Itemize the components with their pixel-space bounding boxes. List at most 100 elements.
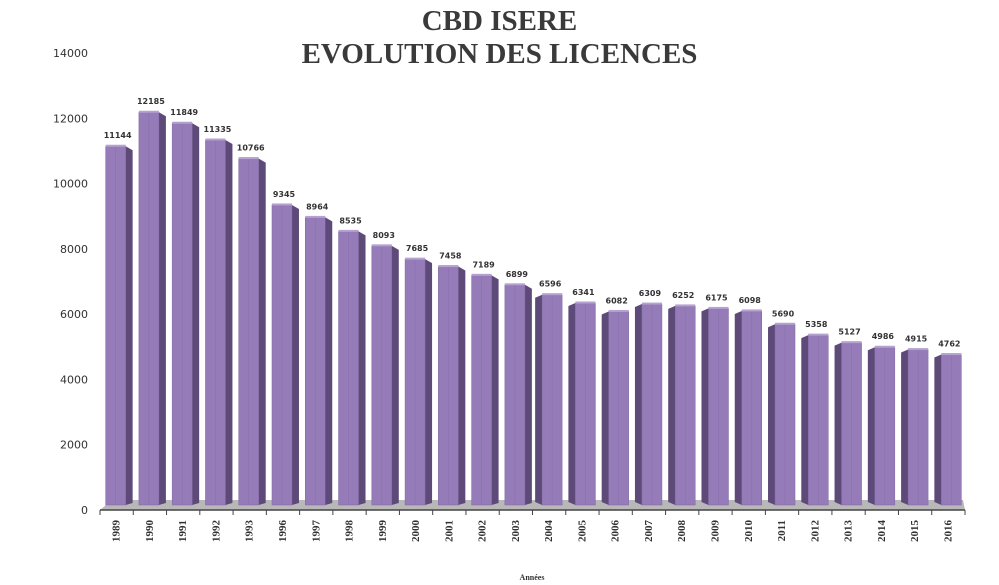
x-tick-label: 2004 [543, 520, 555, 543]
data-label: 6252 [672, 291, 694, 300]
bar-top [172, 121, 193, 124]
bar-top [575, 301, 596, 304]
bar-side [901, 349, 909, 505]
y-tick-label: 8000 [60, 243, 88, 256]
bar-top [641, 302, 662, 305]
data-label: 10766 [237, 144, 265, 153]
bar-top [941, 353, 962, 356]
bar-side [391, 245, 399, 505]
data-label: 11849 [170, 108, 198, 117]
bar-top [271, 203, 292, 206]
x-tick-label: 1997 [310, 520, 322, 543]
bar-top [438, 265, 459, 268]
bar-top [405, 257, 426, 260]
data-label: 6082 [606, 296, 628, 305]
data-label: 6596 [539, 280, 562, 289]
bar-side [258, 158, 266, 505]
bar-side [668, 305, 676, 505]
bar-top [371, 244, 392, 247]
x-tick-label: 1991 [177, 520, 189, 542]
data-label: 4915 [905, 335, 928, 344]
bar-side [158, 112, 166, 505]
bar-top [338, 229, 359, 232]
x-tick-label: 2007 [643, 520, 655, 543]
x-tick-label: 2005 [576, 520, 588, 543]
x-tick-label: 2014 [876, 520, 888, 543]
x-tick-label: 2013 [843, 520, 855, 543]
bar-top [138, 110, 159, 113]
x-tick-label: 1992 [210, 520, 222, 543]
x-tick-label: 1993 [244, 520, 256, 543]
x-tick-label: 2003 [510, 520, 522, 543]
data-label: 4762 [938, 340, 960, 349]
bar-top [708, 306, 729, 309]
bar-top [775, 322, 796, 325]
bar-side [634, 304, 642, 505]
bar-top [205, 138, 226, 141]
bar-side [768, 324, 776, 505]
data-label: 5127 [838, 328, 860, 337]
x-tick-label: 2015 [909, 520, 921, 543]
bar-top [675, 304, 696, 307]
x-tick-label: 2009 [709, 520, 721, 543]
data-label: 7458 [439, 252, 462, 261]
y-tick-label: 10000 [53, 178, 88, 191]
x-tick-label: 2006 [610, 520, 622, 543]
data-label: 6098 [739, 296, 762, 305]
bar-side [192, 123, 200, 505]
bar-side [734, 310, 742, 505]
data-label: 11335 [204, 125, 232, 134]
data-label: 12185 [137, 97, 165, 106]
x-tick-label: 2010 [743, 520, 755, 543]
y-tick-label: 12000 [53, 112, 88, 125]
bar-side [225, 139, 233, 505]
bar-side [425, 259, 433, 505]
bar-side [834, 342, 842, 505]
x-tick-label: 1998 [344, 520, 356, 543]
bar-side [934, 354, 942, 505]
bar-top [808, 333, 829, 336]
chart-title-line-2: EVOLUTION DES LICENCES [301, 38, 698, 70]
data-label: 6175 [705, 293, 728, 302]
data-label: 8535 [339, 216, 362, 225]
data-label: 6309 [639, 289, 662, 298]
bar-top [908, 348, 929, 351]
y-tick-label: 4000 [60, 373, 88, 386]
bar-side [358, 231, 366, 505]
x-tick-label: 2011 [776, 520, 788, 541]
data-label: 5690 [772, 309, 795, 318]
bar-side [125, 146, 133, 505]
x-tick-label: 1999 [377, 520, 389, 543]
data-label: 6341 [572, 288, 595, 297]
y-tick-label: 6000 [60, 308, 88, 321]
bar-side [458, 266, 466, 505]
bar-side [325, 217, 333, 505]
y-tick-label: 14000 [53, 47, 88, 60]
bar-side [524, 284, 532, 505]
x-tick-label: 2016 [942, 520, 954, 543]
data-label: 7189 [472, 260, 495, 269]
data-label: 11144 [104, 131, 132, 140]
bar-side [867, 347, 875, 505]
bar-top [504, 283, 525, 286]
bar-top [238, 157, 259, 160]
bar-top [305, 215, 326, 218]
data-label: 4986 [872, 332, 895, 341]
x-tick-label: 2012 [809, 520, 821, 543]
bar-side [291, 204, 299, 505]
x-axis-title: Années [520, 573, 545, 582]
data-label: 8093 [373, 231, 395, 240]
data-label: 9345 [273, 190, 296, 199]
data-label: 7685 [406, 244, 429, 253]
y-tick-label: 0 [81, 504, 88, 517]
y-tick-label: 2000 [60, 439, 88, 452]
bar-top [105, 144, 126, 147]
x-tick-label: 1996 [277, 520, 289, 543]
bar-side [491, 275, 499, 505]
data-label: 5358 [805, 320, 828, 329]
x-tick-label: 1990 [144, 520, 156, 543]
bar-side [801, 335, 809, 505]
x-tick-label: 2000 [410, 520, 422, 543]
chart-title-line-1: CBD ISERE [421, 5, 578, 37]
